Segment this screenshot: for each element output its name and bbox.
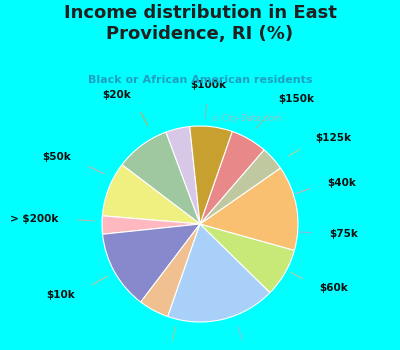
Text: Black or African American residents: Black or African American residents bbox=[88, 75, 312, 85]
Wedge shape bbox=[200, 150, 280, 224]
Wedge shape bbox=[190, 126, 232, 224]
Wedge shape bbox=[102, 216, 200, 234]
Wedge shape bbox=[141, 224, 200, 316]
Text: $20k: $20k bbox=[103, 90, 132, 100]
Wedge shape bbox=[102, 224, 200, 302]
Wedge shape bbox=[166, 127, 200, 224]
Text: $150k: $150k bbox=[278, 93, 314, 104]
Text: > $200k: > $200k bbox=[10, 214, 58, 224]
Wedge shape bbox=[168, 224, 270, 322]
Wedge shape bbox=[122, 132, 200, 224]
Text: $10k: $10k bbox=[46, 289, 74, 300]
Text: $75k: $75k bbox=[329, 229, 358, 239]
Text: $40k: $40k bbox=[327, 178, 356, 188]
Text: $50k: $50k bbox=[42, 152, 71, 162]
Text: ⊙ City-Data.com: ⊙ City-Data.com bbox=[212, 114, 282, 123]
Wedge shape bbox=[200, 132, 264, 224]
Wedge shape bbox=[102, 165, 200, 224]
Text: Income distribution in East
Providence, RI (%): Income distribution in East Providence, … bbox=[64, 4, 336, 43]
Text: $125k: $125k bbox=[316, 133, 352, 143]
Text: $60k: $60k bbox=[320, 283, 348, 293]
Text: $100k: $100k bbox=[190, 80, 226, 90]
Wedge shape bbox=[200, 224, 294, 293]
Wedge shape bbox=[200, 168, 298, 250]
